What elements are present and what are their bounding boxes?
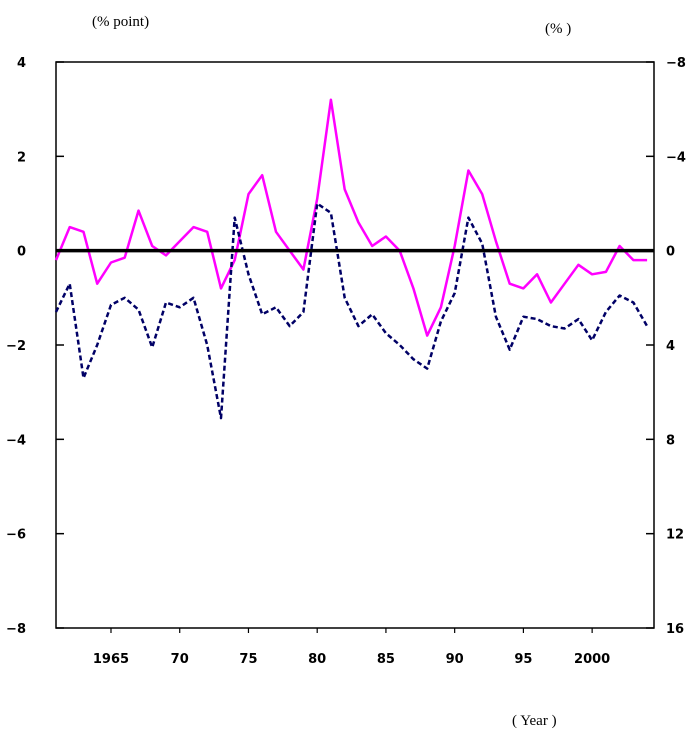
x-axis-tick-label: 2000 [574, 652, 610, 667]
right-axis-tick-label: −8 [666, 56, 686, 71]
right-axis-tick-label: −4 [666, 150, 686, 165]
left-axis-tick-label: 4 [17, 56, 26, 71]
left-axis-unit-label: (% point) [92, 14, 149, 30]
x-axis-tick-label: 95 [514, 652, 532, 667]
right-axis-tick-label: 16 [666, 622, 684, 637]
series-line-right-axis [54, 202, 649, 420]
x-axis-tick-label: 85 [377, 652, 395, 667]
left-axis-tick-label: −6 [6, 528, 26, 543]
plot-frame [55, 61, 655, 629]
right-axis-unit-label: (% ) [545, 21, 571, 37]
right-axis-tick-label: 8 [666, 433, 675, 448]
x-axis-tick-label: 1965 [93, 652, 129, 667]
x-axis-tick-label: 75 [239, 652, 257, 667]
x-axis-tick-label: 70 [171, 652, 189, 667]
left-axis-tick-label: −8 [6, 622, 26, 637]
x-axis-label: ( Year ) [512, 713, 557, 729]
left-axis-tick-label: −4 [6, 433, 26, 448]
x-axis-tick-label: 80 [308, 652, 326, 667]
left-axis-tick-label: 2 [17, 150, 26, 165]
left-axis-tick-label: −2 [6, 339, 26, 354]
left-axis-tick-label: 0 [17, 245, 26, 260]
x-axis-tick-label: 90 [446, 652, 464, 667]
right-axis-tick-label: 4 [666, 339, 675, 354]
right-axis-tick-label: 12 [666, 528, 684, 543]
plot-layer: 4 2 0 −2 −4 −6 −8 −8 −4 0 4 8 12 16 1965 70 75 80 85 90 95 20… [6, 56, 686, 667]
series-line-left-axis [54, 98, 648, 337]
right-axis-tick-label: 0 [666, 245, 675, 260]
